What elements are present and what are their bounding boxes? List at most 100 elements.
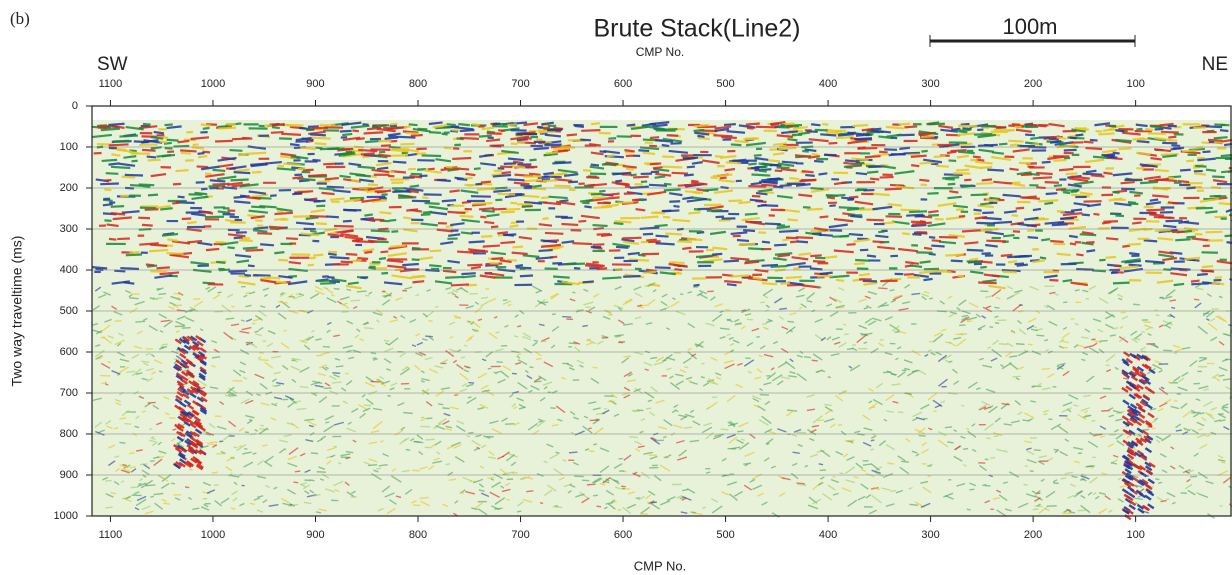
seismic-trace	[286, 238, 298, 239]
seismic-trace	[765, 224, 781, 225]
seismic-trace	[836, 280, 844, 281]
seismic-trace	[479, 136, 492, 137]
seismic-trace	[520, 196, 540, 197]
seismic-trace	[562, 241, 575, 243]
seismic-trace	[1086, 250, 1095, 251]
seismic-trace	[493, 124, 501, 125]
seismic-trace	[793, 268, 800, 269]
seismic-trace	[1219, 203, 1232, 204]
x-tick-label: 700	[511, 529, 529, 541]
seismic-trace	[569, 452, 577, 453]
seismic-trace	[363, 124, 369, 125]
seismic-trace	[1086, 171, 1096, 172]
seismic-trace	[156, 267, 169, 268]
seismic-trace	[655, 176, 666, 177]
seismic-trace	[891, 374, 897, 375]
seismic-trace	[265, 162, 282, 163]
seismic-trace	[130, 185, 143, 186]
seismic-trace	[545, 233, 563, 234]
seismic-trace	[218, 126, 228, 127]
seismic-trace	[694, 125, 709, 126]
seismic-trace	[358, 167, 376, 168]
seismic-trace	[812, 154, 819, 155]
seismic-trace	[1099, 341, 1107, 342]
seismic-trace	[1001, 255, 1012, 256]
seismic-trace	[134, 141, 149, 142]
seismic-trace	[495, 332, 499, 333]
seismic-trace	[870, 407, 875, 408]
seismic-trace	[726, 162, 741, 163]
seismic-trace	[586, 177, 599, 178]
seismic-trace	[932, 240, 941, 241]
seismic-trace	[239, 446, 242, 447]
seismic-trace	[976, 183, 993, 184]
seismic-trace	[534, 148, 549, 149]
seismic-trace	[664, 184, 672, 185]
seismic-trace	[789, 178, 799, 179]
seismic-trace	[623, 356, 631, 357]
seismic-trace	[243, 248, 258, 249]
seismic-trace	[1033, 144, 1039, 145]
seismic-trace	[206, 249, 219, 250]
seismic-trace	[742, 310, 746, 311]
seismic-trace	[169, 418, 175, 419]
seismic-trace	[104, 189, 111, 190]
seismic-trace	[552, 314, 556, 315]
seismic-trace	[953, 206, 968, 207]
seismic-trace	[138, 484, 141, 485]
seismic-trace	[936, 166, 949, 167]
seismic-trace	[880, 177, 894, 178]
seismic-trace	[615, 181, 622, 182]
seismic-trace	[452, 158, 471, 159]
seismic-trace	[483, 246, 500, 247]
seismic-trace	[357, 258, 368, 259]
seismic-trace	[1145, 261, 1165, 262]
seismic-trace	[961, 186, 974, 188]
seismic-trace	[1150, 126, 1163, 127]
seismic-trace	[627, 125, 636, 126]
seismic-trace	[308, 175, 327, 176]
seismic-trace	[1168, 137, 1176, 138]
seismic-trace	[509, 225, 518, 226]
seismic-trace	[748, 248, 764, 249]
panel-label: (b)	[10, 9, 30, 28]
seismic-trace	[461, 232, 473, 233]
seismic-trace	[292, 177, 303, 178]
seismic-trace	[396, 137, 416, 138]
seismic-trace	[790, 242, 798, 243]
seismic-trace	[1106, 238, 1118, 239]
seismic-trace	[989, 327, 993, 328]
seismic-trace	[1093, 157, 1109, 158]
seismic-trace	[1121, 182, 1135, 183]
seismic-trace	[1082, 214, 1090, 215]
seismic-trace	[446, 226, 453, 227]
seismic-trace	[452, 168, 469, 169]
seismic-trace	[796, 237, 813, 238]
seismic-trace	[721, 429, 729, 430]
x-tick-label: 400	[819, 529, 837, 541]
seismic-trace	[319, 188, 335, 190]
seismic-trace	[1155, 170, 1169, 171]
seismic-trace	[234, 201, 250, 203]
seismic-trace	[92, 267, 107, 268]
seismic-trace	[331, 295, 334, 296]
seismic-trace	[479, 208, 494, 209]
seismic-trace	[217, 292, 221, 293]
seismic-trace	[364, 328, 373, 329]
top-tick-label: 300	[921, 78, 939, 90]
seismic-trace	[283, 164, 300, 166]
seismic-trace	[990, 458, 995, 459]
seismic-trace	[682, 248, 691, 249]
x-axis-label: CMP No.	[634, 558, 687, 573]
seismic-trace	[890, 491, 896, 492]
seismic-trace	[413, 442, 420, 443]
seismic-trace	[340, 131, 352, 132]
seismic-trace	[762, 265, 778, 266]
seismic-trace	[584, 185, 595, 186]
seismic-trace	[1176, 430, 1182, 431]
seismic-trace	[1162, 155, 1176, 157]
seismic-trace	[928, 215, 939, 216]
seismic-trace	[468, 383, 474, 384]
seismic-trace	[1132, 222, 1141, 223]
seismic-trace	[167, 239, 178, 240]
